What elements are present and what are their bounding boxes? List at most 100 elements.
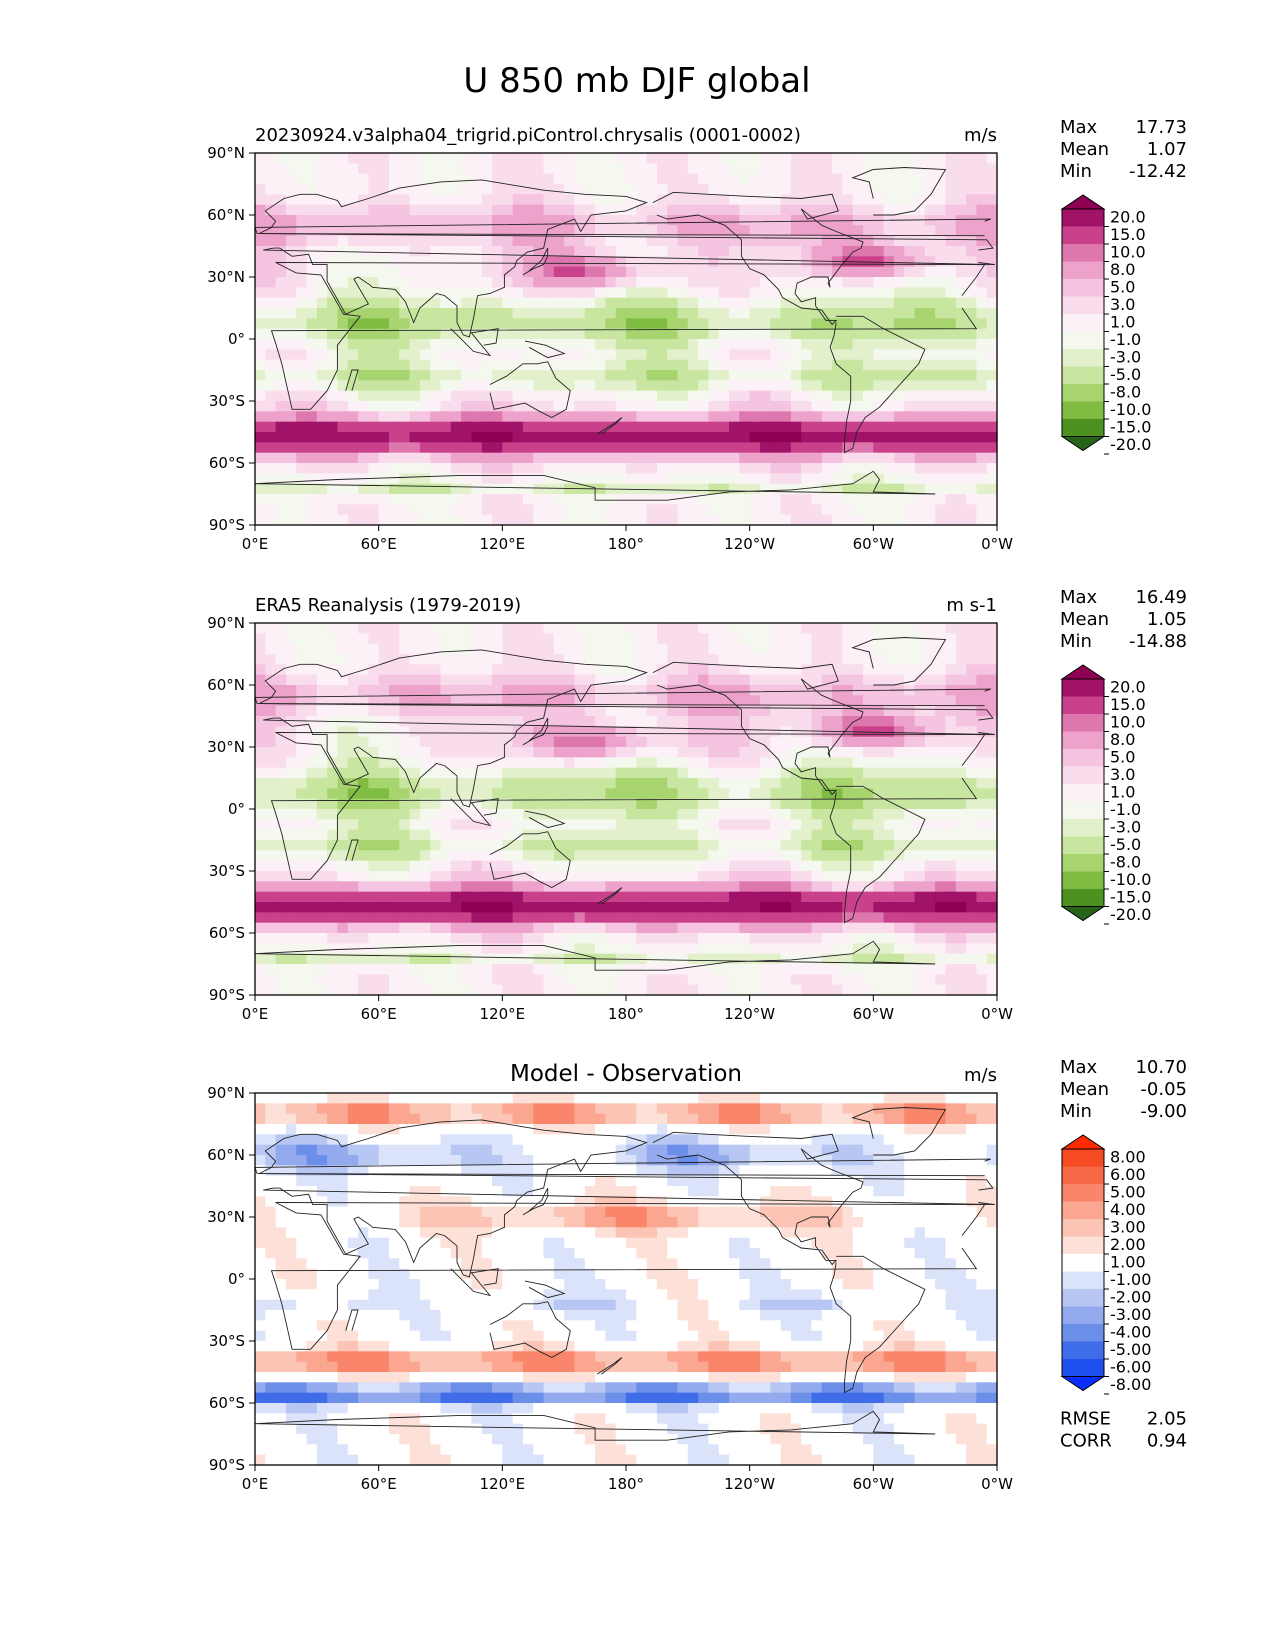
heatmap-cell — [512, 695, 524, 707]
heatmap-cell — [801, 674, 813, 686]
heatmap-cell — [821, 933, 833, 944]
heatmap-cell — [718, 380, 730, 392]
heatmap-cell — [893, 798, 905, 810]
heatmap-cell — [718, 840, 730, 851]
heatmap-cell — [646, 685, 658, 696]
heatmap-cell — [316, 277, 328, 288]
heatmap-cell — [358, 674, 369, 686]
heatmap-cell — [759, 943, 771, 955]
heatmap-cell — [564, 736, 576, 748]
heatmap-cell — [883, 767, 895, 779]
heatmap-cell — [255, 674, 266, 686]
heatmap-cell — [976, 664, 988, 676]
heatmap-cell — [832, 463, 844, 474]
heatmap-cell — [615, 463, 627, 474]
heatmap-cell — [337, 483, 349, 495]
heatmap-cell — [337, 922, 349, 934]
heatmap-cell — [419, 432, 431, 443]
heatmap-cell — [976, 674, 988, 686]
heatmap-cell — [935, 266, 947, 278]
heatmap-cell — [512, 256, 524, 268]
heatmap-cell — [522, 184, 534, 195]
heatmap-cell — [924, 277, 936, 288]
heatmap-cell — [306, 747, 318, 758]
heatmap-cell — [553, 277, 565, 288]
heatmap-cell — [327, 184, 339, 195]
heatmap-cell — [512, 943, 524, 955]
heatmap-cell — [306, 318, 318, 330]
heatmap-cell — [893, 705, 905, 717]
heatmap-cell — [770, 153, 782, 164]
heatmap-cell — [306, 359, 318, 371]
heatmap-cell — [739, 757, 751, 769]
heatmap-cell — [409, 881, 421, 893]
heatmap-cell — [265, 788, 277, 800]
heatmap-cell — [553, 860, 565, 872]
heatmap-cell — [574, 339, 586, 350]
heatmap-cell — [626, 349, 637, 361]
heatmap-cell — [811, 452, 823, 464]
heatmap-cell — [821, 726, 833, 738]
heatmap-cell — [780, 891, 792, 903]
heatmap-cell — [255, 922, 266, 934]
heatmap-cell — [275, 153, 287, 164]
heatmap-cell — [626, 225, 637, 237]
heatmap-cell — [842, 225, 854, 237]
heatmap-cell — [821, 850, 833, 862]
heatmap-cell — [966, 514, 977, 526]
heatmap-cell — [718, 390, 730, 402]
heatmap-cell — [790, 778, 802, 789]
heatmap-cell — [347, 184, 359, 195]
heatmap-cell — [904, 840, 916, 851]
heatmap-cell — [770, 246, 782, 257]
heatmap-cell — [718, 328, 730, 340]
heatmap-cell — [605, 623, 617, 634]
heatmap-cell — [358, 328, 369, 340]
heatmap-cell — [966, 266, 977, 278]
heatmap-cell — [605, 370, 617, 381]
heatmap-cell — [388, 215, 400, 226]
heatmap-cell — [327, 514, 339, 526]
heatmap-cell — [759, 308, 771, 319]
colorbar-segment — [1062, 279, 1104, 297]
heatmap-cell — [966, 349, 977, 361]
heatmap-cell — [461, 463, 473, 474]
heatmap-cell — [976, 829, 988, 841]
heatmap-cell — [739, 767, 751, 779]
heatmap-cell — [739, 840, 751, 851]
heatmap-cell — [564, 287, 576, 299]
heatmap-cell — [358, 494, 369, 505]
heatmap-cell — [388, 318, 400, 330]
heatmap-cell — [615, 778, 627, 789]
heatmap-cell — [512, 850, 524, 862]
heatmap-cell — [285, 287, 297, 299]
heatmap-cell — [852, 922, 864, 934]
heatmap-cell — [626, 809, 637, 820]
heatmap-cell — [914, 432, 926, 443]
heatmap-cell — [739, 442, 751, 454]
heatmap-cell — [409, 943, 421, 955]
heatmap-cell — [976, 390, 988, 402]
heatmap-cell — [873, 339, 885, 350]
heatmap-cell — [914, 778, 926, 789]
heatmap-cell — [698, 514, 710, 526]
heatmap-cell — [780, 339, 792, 350]
colorbar-label: 1.0 — [1110, 313, 1135, 332]
heatmap-cell — [667, 473, 679, 485]
heatmap-cell — [615, 747, 627, 758]
heatmap-cell — [255, 871, 266, 882]
heatmap-cell — [595, 235, 606, 247]
heatmap-cell — [759, 933, 771, 944]
heatmap-cell — [440, 654, 452, 665]
heatmap-cell — [419, 246, 431, 257]
heatmap-cell — [924, 494, 936, 505]
heatmap-cell — [306, 452, 318, 464]
heatmap-cell — [893, 173, 905, 185]
heatmap-cell — [533, 359, 545, 371]
heatmap-cell — [739, 194, 751, 206]
heatmap-cell — [595, 432, 606, 443]
heatmap-cell — [409, 494, 421, 505]
heatmap-cell — [883, 933, 895, 944]
heatmap-cell — [368, 297, 380, 309]
heatmap-cell — [419, 390, 431, 402]
